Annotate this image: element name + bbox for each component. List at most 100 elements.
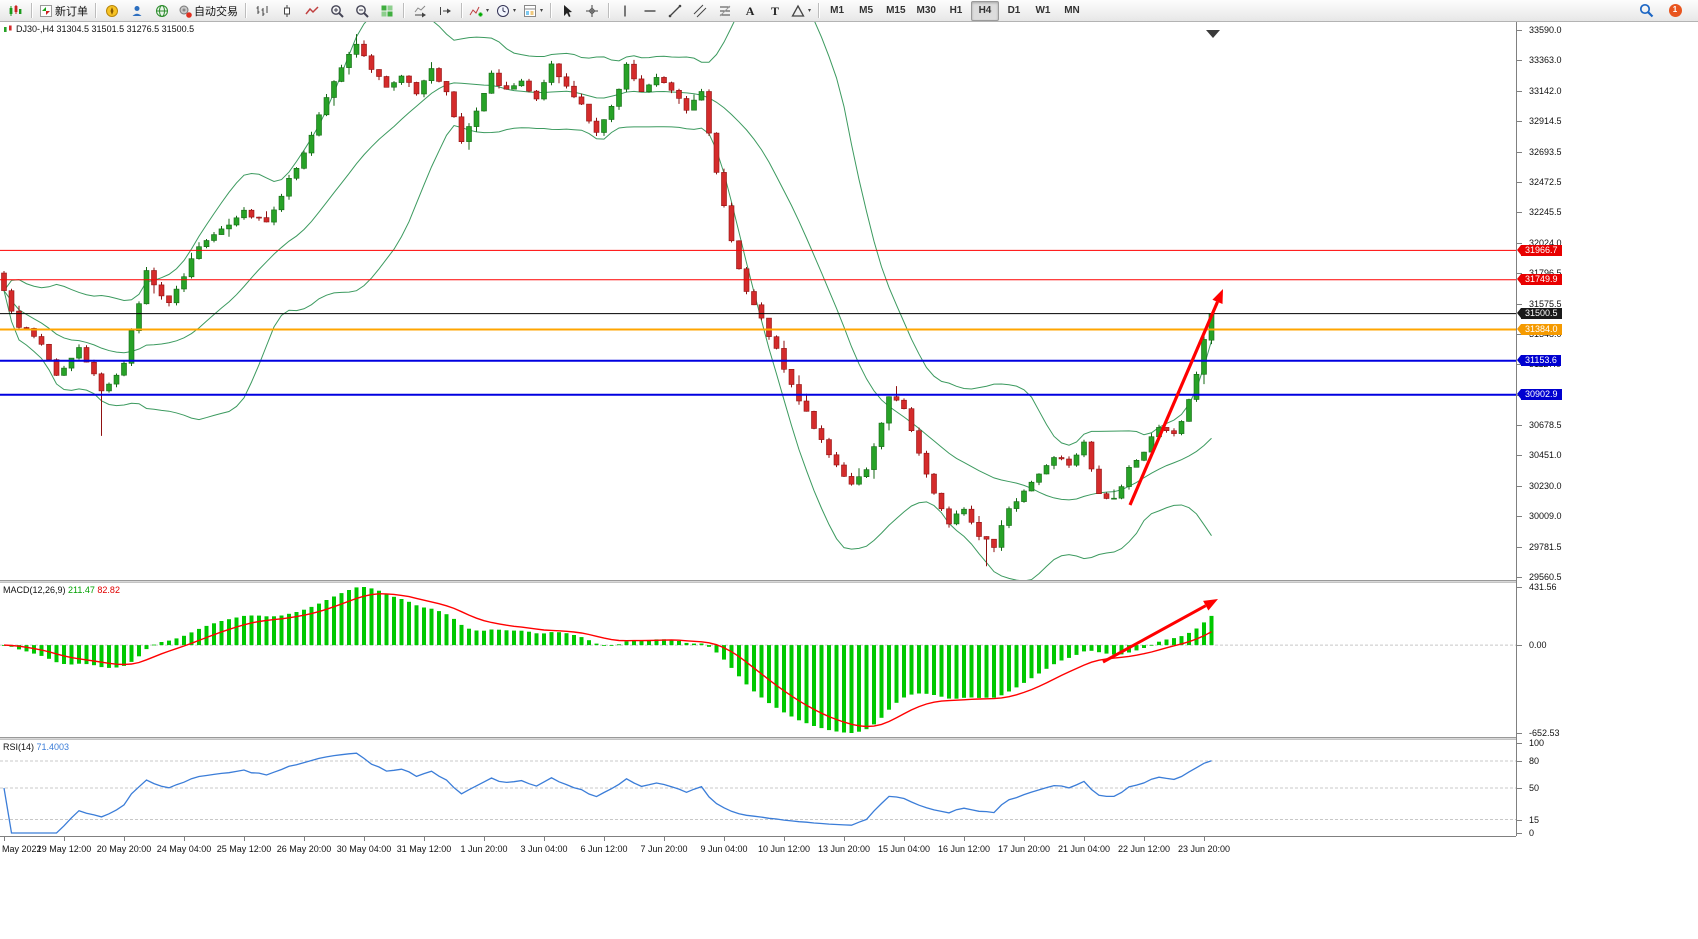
- trend-arrow[interactable]: [1128, 289, 1223, 506]
- panel-splitter[interactable]: [0, 737, 1516, 740]
- cursor-icon: [560, 4, 574, 18]
- templates-button[interactable]: ▾: [520, 1, 546, 21]
- macd-main-value: 211.47: [68, 585, 95, 595]
- timeframe-mn-button[interactable]: MN: [1064, 5, 1080, 16]
- time-label: 21 Jun 04:00: [1057, 844, 1111, 854]
- price-chart-panel[interactable]: DJ30-,H4 31304.5 31501.5 31276.5 31500.5: [0, 22, 1516, 580]
- label-button[interactable]: T: [763, 1, 787, 21]
- market-icon-button[interactable]: [150, 1, 174, 21]
- line-mode-button[interactable]: [300, 1, 324, 21]
- timeframe-d1-button[interactable]: D1: [1007, 5, 1021, 16]
- axis-label: 431.56: [1529, 582, 1557, 592]
- text-button-glyph: A: [745, 3, 755, 18]
- fibo-icon: [718, 4, 732, 18]
- chart-symbol-icon: [4, 25, 12, 32]
- price-tag-31153.6: 31153.6: [1517, 355, 1561, 367]
- price-tag-31384.0: 31384.0: [1517, 323, 1562, 335]
- rsi-panel[interactable]: RSI(14) 71.4003: [0, 740, 1516, 836]
- channel-button[interactable]: [688, 1, 712, 21]
- notification-badge[interactable]: 1: [1663, 1, 1687, 21]
- trend-arrow[interactable]: [1102, 599, 1218, 664]
- community-icon-button[interactable]: [125, 1, 149, 21]
- time-tick: [544, 837, 545, 841]
- autotrading-button[interactable]: 自动交易: [175, 1, 241, 21]
- indicators-button[interactable]: ▾: [466, 1, 492, 21]
- time-tick: [1024, 837, 1025, 841]
- trendline-button[interactable]: [663, 1, 687, 21]
- axis-label: 30230.0: [1529, 480, 1562, 491]
- timeframe-m30-button[interactable]: M30: [916, 5, 936, 16]
- price-chart-canvas[interactable]: [0, 22, 1516, 580]
- vertical-line-button[interactable]: [613, 1, 637, 21]
- shapes-button[interactable]: ▾: [788, 1, 814, 21]
- macd-name: MACD(12,26,9): [3, 585, 66, 595]
- label-button-glyph: T: [771, 3, 780, 18]
- horizontal-line-button[interactable]: [638, 1, 662, 21]
- axis-tick: [1517, 242, 1522, 244]
- time-tick: [484, 837, 485, 841]
- chart-shift-button[interactable]: [433, 1, 457, 21]
- time-tick: [364, 837, 365, 841]
- toolbar-separator: [461, 3, 462, 18]
- metaeditor-icon-button[interactable]: [100, 1, 124, 21]
- clock-icon: [496, 4, 510, 18]
- panel-splitter[interactable]: [0, 580, 1516, 583]
- chart-title: DJ30-,H4 31304.5 31501.5 31276.5 31500.5: [3, 24, 194, 34]
- time-tick: [4, 837, 5, 841]
- zoom-out-button[interactable]: [350, 1, 374, 21]
- price-axis[interactable]: 33590.0 33363.0 33142.0 32914.5 32693.5 32472…: [1516, 22, 1698, 838]
- time-tick: [304, 837, 305, 841]
- new-chart-button[interactable]: [3, 1, 27, 21]
- timeframe-m15-button[interactable]: M15: [886, 5, 906, 16]
- axis-tick: [1517, 485, 1522, 487]
- toolbar-separator: [31, 3, 32, 18]
- axis-tick: [1517, 645, 1522, 647]
- rsi-line: [3, 752, 1212, 834]
- rsi-canvas[interactable]: [0, 740, 1516, 836]
- auto-scroll-button[interactable]: [408, 1, 432, 21]
- timeframe-m1-button[interactable]: M1: [830, 5, 845, 16]
- tile-windows-button[interactable]: [375, 1, 399, 21]
- timeframe-m5-button[interactable]: M5: [859, 5, 874, 16]
- axis-tick: [1517, 833, 1522, 834]
- autoscroll-icon: [413, 4, 427, 18]
- periods-button[interactable]: ▾: [493, 1, 519, 21]
- axis-tick: [1517, 425, 1522, 427]
- axis-tick: [1517, 546, 1522, 548]
- time-tick: [844, 837, 845, 841]
- time-tick: [664, 837, 665, 841]
- axis-label: 29560.5: [1529, 572, 1562, 582]
- text-button[interactable]: A: [738, 1, 762, 21]
- axis-label: 0: [1529, 828, 1535, 838]
- time-label: 30 May 04:00: [336, 844, 392, 854]
- zoom-in-button[interactable]: [325, 1, 349, 21]
- time-label: 15 Jun 04:00: [877, 844, 931, 854]
- time-tick: [724, 837, 725, 841]
- macd-panel[interactable]: MACD(12,26,9) 211.47 82.82: [0, 583, 1516, 737]
- axis-label: 29781.5: [1529, 541, 1562, 552]
- axis-label: 15: [1529, 814, 1540, 825]
- crosshair-button[interactable]: [580, 1, 604, 21]
- bars-mode-button[interactable]: [250, 1, 274, 21]
- time-tick: [184, 837, 185, 841]
- new-order-button[interactable]: 新订单: [36, 1, 91, 21]
- time-label: 24 May 04:00: [156, 844, 212, 854]
- timeframe-h4-button[interactable]: H4: [970, 0, 999, 21]
- search-button[interactable]: [1634, 1, 1658, 21]
- axis-label: 33590.0: [1529, 25, 1562, 35]
- time-axis[interactable]: May 2022 19 May 12:00 20 May 20:00 24 May 0…: [0, 836, 1516, 864]
- axis-tick: [1517, 181, 1522, 183]
- macd-canvas[interactable]: [0, 583, 1516, 737]
- timeframe-h1-button[interactable]: H1: [949, 5, 963, 16]
- candles-mode-button[interactable]: [275, 1, 299, 21]
- axis-label: 31796.5: [1529, 268, 1562, 279]
- axis-tick: [1517, 90, 1522, 92]
- globe-icon: [155, 4, 169, 18]
- toolbar-separator: [550, 3, 552, 18]
- cursor-button[interactable]: [555, 1, 579, 21]
- axis-tick: [1517, 761, 1522, 762]
- chart-shift-marker[interactable]: [1206, 30, 1220, 38]
- fibonacci-button[interactable]: [713, 1, 737, 21]
- timeframe-w1-button[interactable]: W1: [1035, 5, 1051, 16]
- axis-label: 32693.5: [1529, 146, 1562, 157]
